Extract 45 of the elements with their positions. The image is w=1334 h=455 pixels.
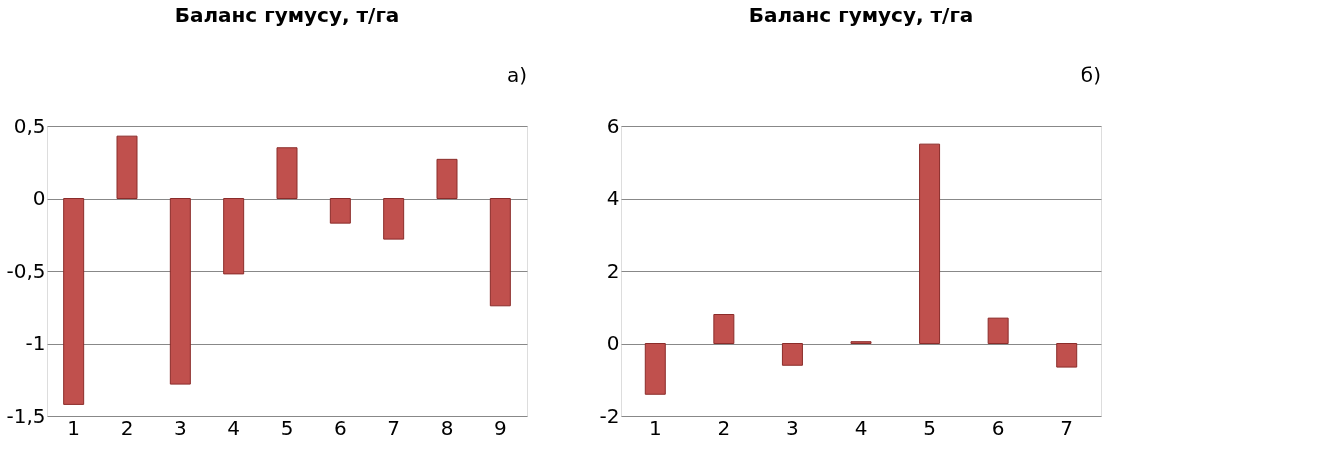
bar [781,343,803,366]
bar [63,198,85,405]
x-tick-label: 5 [280,415,294,440]
y-tick-label: -0,5 [6,258,46,283]
bar [383,198,405,240]
text: а) [506,63,527,87]
x-tick-label: 3 [173,415,187,440]
x-tick-label: 6 [333,415,347,440]
y-tick-label: 0 [32,186,46,210]
x-tick-label: 5 [923,415,936,440]
text: б) [1080,63,1101,87]
x-tick-label: 6 [991,415,1005,440]
bar [329,198,351,224]
bar [169,198,191,385]
x-tick-label: 2 [120,415,134,440]
bar [713,314,735,344]
y-tick-label: 0 [606,331,620,355]
x-tick-label: 1 [648,415,662,440]
y-tick-label: 2 [606,258,620,283]
chart-title: Баланс гумусу, т/га [748,3,974,27]
x-tick-label: 7 [387,415,401,440]
x-tick-label: 4 [227,415,241,440]
y-tick-label: -1,5 [6,403,46,428]
bar [276,147,298,199]
x-tick-label: 3 [786,415,799,440]
y-tick-label: 0,5 [13,113,46,138]
bar [223,198,245,275]
x-tick-label: 2 [717,415,731,440]
y-tick-label: 6 [606,113,620,138]
bar [489,198,511,307]
x-tick-label: 9 [493,415,507,440]
bar [116,135,138,199]
bar [1056,343,1078,368]
y-tick-label: 4 [606,186,620,210]
bar [919,143,941,344]
bar [644,343,666,395]
chart-title: Баланс гумусу, т/га [174,3,400,27]
bar [987,317,1009,344]
x-tick-label: 8 [440,415,454,440]
x-tick-label: 7 [1060,415,1074,440]
y-tick-label: -2 [599,403,620,428]
bar [436,158,458,199]
x-tick-label: 4 [854,415,868,440]
x-tick-label: 1 [67,415,81,440]
y-tick-label: -1 [25,331,46,355]
